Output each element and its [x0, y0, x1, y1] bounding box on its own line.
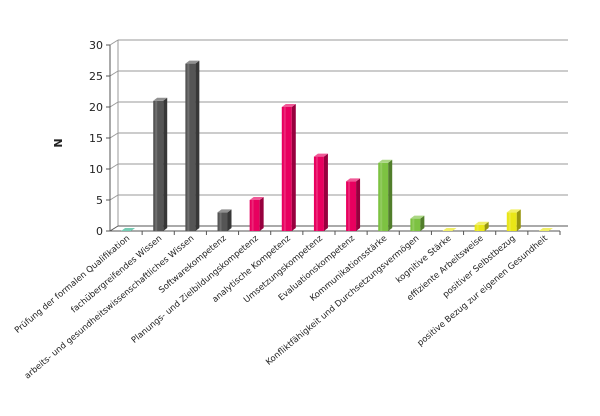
y-tick-label: 0: [96, 225, 103, 238]
y-tick-label: 25: [89, 70, 103, 83]
bar: [281, 104, 296, 231]
bar-highlight: [283, 107, 286, 231]
bar-highlight: [187, 63, 190, 231]
bar-highlight: [315, 156, 318, 231]
bar-side: [356, 178, 361, 231]
grid-lines: [109, 39, 568, 201]
bar-top: [249, 197, 264, 200]
bar-highlight: [155, 100, 158, 231]
bar-front: [249, 200, 260, 231]
grid-line-diag: [109, 101, 119, 108]
axes: [106, 40, 568, 235]
bar-top: [442, 228, 457, 231]
bar-front: [217, 212, 228, 231]
grid-line-diag: [109, 194, 119, 201]
bar-top: [217, 209, 232, 213]
bar: [474, 221, 489, 231]
bar-front: [346, 181, 357, 231]
y-tick-label: 10: [89, 163, 103, 176]
bar-top: [313, 153, 328, 157]
bar: [217, 209, 232, 231]
y-axis-label: N: [52, 138, 65, 147]
grid-line-diag: [109, 132, 119, 139]
bar-side: [227, 209, 232, 231]
bar-front: [410, 218, 421, 231]
bar-side: [516, 209, 521, 231]
bar-side: [259, 197, 264, 231]
bar-top: [378, 159, 393, 163]
bar-highlight: [251, 200, 254, 231]
bar-top: [153, 97, 168, 101]
bar-side: [484, 221, 489, 231]
bar-highlight: [380, 162, 383, 231]
y-tick-label: 30: [89, 39, 103, 52]
bar-top: [121, 228, 136, 231]
bar-highlight: [219, 212, 222, 231]
bar-highlight: [508, 212, 511, 231]
category-label: Prüfung der formalen Qualifikation: [13, 234, 132, 336]
bar-front: [153, 100, 164, 231]
bar-top: [185, 60, 200, 64]
bar: [249, 197, 264, 231]
bar-highlight: [412, 218, 415, 231]
grid-line-diag: [109, 163, 119, 170]
category-labels: Prüfung der formalen Qualifikationfachüb…: [13, 233, 550, 381]
bars: [121, 60, 553, 231]
bar-front: [474, 224, 485, 231]
bar-top: [474, 221, 489, 225]
y-tick-label: 5: [96, 194, 103, 207]
bar-front: [378, 162, 389, 231]
bar-front: [185, 63, 196, 231]
bar: [506, 209, 521, 231]
bar-top: [410, 215, 425, 219]
category-label: Konfliktfähigkeit und Durchsetzungsvermö…: [264, 234, 421, 368]
bar-highlight: [476, 224, 479, 231]
grid-line-diag: [109, 39, 119, 46]
category-label: kognitive Stärke: [394, 234, 453, 286]
bar: [442, 228, 457, 231]
grid-line-diag: [109, 70, 119, 77]
bar-highlight: [348, 181, 351, 231]
bar-top: [506, 209, 521, 213]
y-tick-label: 15: [89, 132, 103, 145]
bar-side: [291, 104, 296, 231]
bar: [538, 228, 553, 231]
bar: [121, 228, 136, 231]
bar-top: [538, 228, 553, 231]
bar: [185, 60, 200, 231]
bar-side: [163, 97, 168, 231]
bar-top: [281, 104, 296, 107]
bar: [346, 178, 361, 231]
bar: [410, 215, 425, 231]
bar-side: [195, 60, 200, 231]
bar-side: [420, 215, 425, 231]
bar-front: [506, 212, 517, 231]
y-tick-labels: 0 5 10 15 20 25 30: [89, 39, 103, 238]
bar-side: [388, 159, 393, 231]
bar-front: [313, 156, 324, 231]
bar: [153, 97, 168, 231]
bar-side: [323, 153, 328, 231]
y-tick-label: 20: [89, 101, 103, 114]
bar: [378, 159, 393, 231]
bar-front: [281, 107, 292, 231]
bar-top: [346, 178, 361, 182]
floor-side-edge: [109, 225, 119, 232]
bar: [313, 153, 328, 231]
